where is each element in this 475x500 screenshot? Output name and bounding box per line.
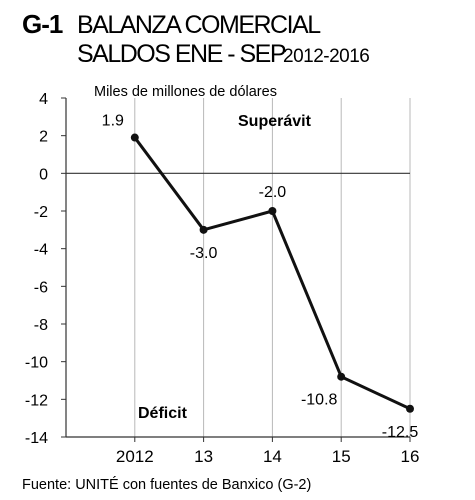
data-point bbox=[406, 404, 414, 413]
x-tick-label: 14 bbox=[263, 447, 282, 466]
y-axis-unit-label: Miles de millones de dólares bbox=[94, 84, 277, 100]
y-tick-label: 2 bbox=[39, 129, 48, 146]
y-tick-label: 4 bbox=[39, 91, 48, 108]
data-point bbox=[199, 225, 208, 234]
data-label: -3.0 bbox=[190, 245, 218, 262]
chart-title-range: 2012-2016 bbox=[283, 46, 369, 67]
data-label: -10.8 bbox=[301, 392, 338, 409]
surplus-annotation: Superávit bbox=[238, 113, 312, 130]
y-tick-label: -2 bbox=[34, 204, 48, 221]
y-tick-label: -14 bbox=[25, 430, 48, 447]
x-tick-label: 13 bbox=[194, 447, 213, 466]
plot-area: 4 2 0 -2 -4 -6 -8 -10 -12 -14 2012 13 14 15 16 1.9 -3.0 -… bbox=[25, 91, 420, 466]
x-tick-label: 2012 bbox=[116, 447, 154, 466]
y-tick-label: -4 bbox=[34, 242, 48, 259]
data-point bbox=[268, 207, 277, 215]
chart-title-line1: BALANZA COMERCIAL bbox=[77, 11, 321, 39]
y-tick-label: -8 bbox=[34, 317, 48, 334]
y-tick-label: -6 bbox=[34, 279, 48, 296]
chart-title-line2: SALDOS ENE - SEP bbox=[77, 40, 286, 68]
y-tick-label: -12 bbox=[25, 392, 48, 409]
y-tick-label: 0 bbox=[39, 166, 48, 183]
deficit-annotation: Déficit bbox=[138, 405, 188, 422]
data-label: -2.0 bbox=[259, 184, 287, 201]
source-note: Fuente: UNITÉ con fuentes de Banxico (G-… bbox=[22, 476, 311, 493]
data-point bbox=[337, 372, 346, 381]
x-tick-label: 15 bbox=[332, 447, 351, 466]
data-label: 1.9 bbox=[102, 113, 124, 130]
data-label: -12.5 bbox=[382, 424, 419, 441]
x-tick-label: 16 bbox=[401, 447, 420, 466]
data-point bbox=[130, 133, 139, 142]
chart-code: G-1 bbox=[22, 9, 63, 39]
y-tick-label: -10 bbox=[25, 355, 48, 372]
